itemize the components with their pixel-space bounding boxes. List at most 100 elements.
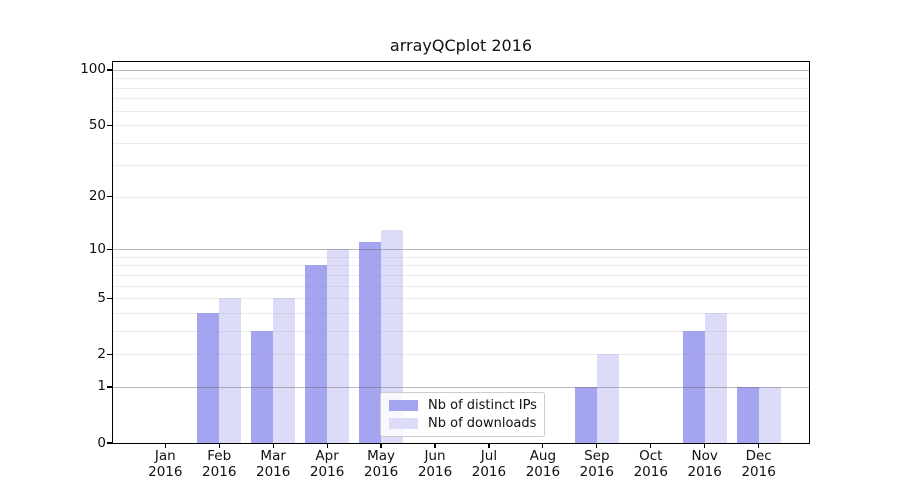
- y-tick-mark-10: [107, 248, 112, 250]
- y-tick-label-5: 5: [97, 289, 106, 306]
- y-tick-label-10: 10: [88, 240, 106, 257]
- x-tick-month: May: [367, 448, 395, 464]
- y-tick-label-100: 100: [80, 61, 106, 78]
- chart-title: arrayQCplot 2016: [389, 36, 533, 55]
- x-tick-mark-feb: [218, 443, 220, 448]
- x-tick-mark-mar: [272, 443, 274, 448]
- gridline-minor-30: [113, 165, 809, 167]
- legend-label-downloads: Nb of downloads: [428, 416, 537, 431]
- x-tick-mark-dec: [758, 443, 760, 448]
- gridline-minor-6: [113, 285, 809, 287]
- y-tick-mark-20: [107, 196, 112, 198]
- x-tick-month: Apr: [315, 448, 339, 464]
- x-tick-year: 2016: [309, 463, 345, 480]
- x-tick-mark-apr: [326, 443, 328, 448]
- gridline-minor-90: [113, 78, 809, 80]
- x-tick-mark-sep: [596, 443, 598, 448]
- legend-item-distinct-ips: Nb of distinct IPs: [389, 398, 537, 413]
- x-tick-year: 2016: [363, 463, 399, 480]
- y-tick-mark-2: [107, 353, 112, 355]
- bar-nov-downloads: [704, 312, 727, 443]
- x-tick-label-apr: Apr 2016: [297, 448, 357, 480]
- gridline-minor-7: [113, 274, 809, 276]
- x-tick-year: 2016: [202, 463, 237, 480]
- x-tick-mark-jun: [434, 443, 436, 448]
- gridline-minor-80: [113, 87, 809, 89]
- x-tick-mark-jan: [164, 443, 166, 448]
- x-tick-year: 2016: [471, 463, 507, 480]
- x-tick-year: 2016: [417, 463, 453, 480]
- bar-dec-downloads: [758, 386, 781, 443]
- x-tick-month: Jul: [480, 448, 498, 464]
- bar-feb-distinct-ips: [197, 312, 220, 443]
- gridline-minor-9: [113, 256, 809, 258]
- x-tick-year: 2016: [525, 463, 561, 480]
- x-tick-month: Aug: [529, 448, 557, 464]
- legend-swatch-distinct-ips: [389, 400, 418, 411]
- bar-mar-distinct-ips: [251, 330, 274, 443]
- x-tick-year: 2016: [579, 463, 614, 480]
- bar-mar-downloads: [273, 298, 296, 443]
- x-tick-month: Dec: [745, 448, 772, 464]
- gridline-minor-2: [113, 354, 809, 356]
- bar-feb-downloads: [219, 298, 242, 443]
- x-tick-year: 2016: [741, 463, 776, 480]
- x-tick-month: Jan: [154, 448, 176, 464]
- bar-sep-distinct-ips: [574, 386, 597, 443]
- legend: Nb of distinct IPs Nb of downloads: [380, 392, 545, 437]
- gridline-major-10: [113, 249, 809, 251]
- x-tick-label-may: May 2016: [351, 448, 411, 480]
- y-tick-mark-100: [107, 69, 112, 71]
- gridline-major-100: [113, 69, 809, 71]
- x-tick-mark-jul: [488, 443, 490, 448]
- legend-label-distinct-ips: Nb of distinct IPs: [428, 398, 537, 413]
- x-tick-label-oct: Oct 2016: [621, 448, 681, 480]
- x-tick-year: 2016: [633, 463, 668, 480]
- legend-item-downloads: Nb of downloads: [389, 416, 536, 431]
- gridline-minor-60: [113, 110, 809, 112]
- x-tick-label-mar: Mar 2016: [243, 448, 303, 480]
- x-tick-year: 2016: [687, 463, 722, 480]
- x-tick-label-jun: Jun 2016: [405, 448, 465, 480]
- x-tick-label-feb: Feb 2016: [189, 448, 249, 480]
- x-tick-mark-aug: [542, 443, 544, 448]
- bar-sep-downloads: [596, 354, 619, 443]
- bar-apr-downloads: [327, 249, 350, 443]
- y-tick-label-2: 2: [97, 345, 106, 362]
- x-tick-month: Sep: [584, 448, 610, 464]
- gridline-major-1: [113, 386, 809, 388]
- bar-may-downloads: [381, 229, 404, 443]
- x-tick-label-sep: Sep 2016: [567, 448, 627, 480]
- x-tick-year: 2016: [255, 463, 291, 480]
- x-tick-label-jul: Jul 2016: [459, 448, 519, 480]
- x-tick-month: Jun: [424, 448, 446, 464]
- x-tick-month: Nov: [691, 448, 718, 464]
- x-tick-label-jan: Jan 2016: [135, 448, 195, 480]
- x-tick-year: 2016: [148, 463, 183, 480]
- gridline-minor-40: [113, 142, 809, 144]
- x-tick-label-nov: Nov 2016: [675, 448, 735, 480]
- gridline-minor-20: [113, 196, 809, 198]
- x-tick-mark-oct: [650, 443, 652, 448]
- gridline-minor-50: [113, 125, 809, 127]
- y-tick-label-1: 1: [97, 378, 106, 395]
- bar-may-distinct-ips: [359, 242, 382, 443]
- x-tick-mark-nov: [704, 443, 706, 448]
- y-tick-label-20: 20: [88, 188, 106, 205]
- y-tick-label-0: 0: [97, 434, 106, 451]
- plot-area: [112, 61, 810, 444]
- x-tick-label-aug: Aug 2016: [513, 448, 573, 480]
- gridline-minor-8: [113, 265, 809, 267]
- bar-dec-distinct-ips: [736, 386, 759, 443]
- gridline-minor-3: [113, 330, 809, 332]
- gridline-minor-70: [113, 98, 809, 100]
- x-tick-month: Oct: [639, 448, 663, 464]
- y-tick-mark-5: [107, 297, 112, 299]
- y-tick-label-50: 50: [88, 116, 106, 133]
- x-tick-month: Feb: [207, 448, 232, 464]
- bar-apr-distinct-ips: [305, 265, 328, 443]
- y-tick-mark-50: [107, 124, 112, 126]
- y-tick-mark-1: [107, 386, 112, 388]
- gridline-minor-5: [113, 298, 809, 300]
